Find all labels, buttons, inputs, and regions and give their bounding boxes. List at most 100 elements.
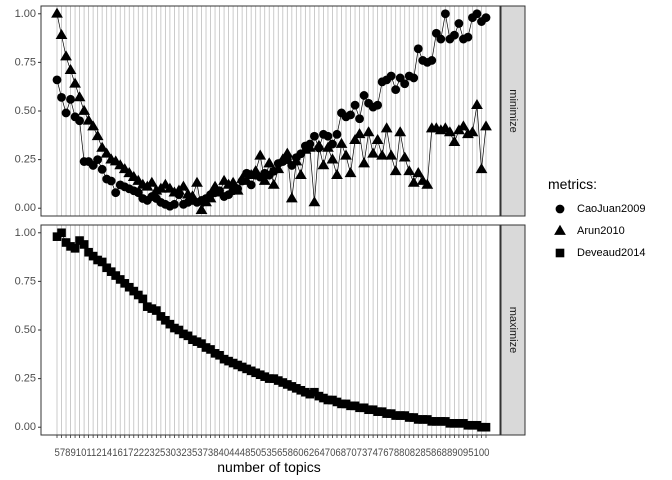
data-point	[61, 108, 71, 118]
data-point	[454, 19, 464, 28]
facet-panel-minimize: minimize	[40, 5, 526, 217]
data-point	[195, 203, 208, 215]
series-points-Deveaud2014	[52, 228, 491, 432]
data-point	[427, 417, 437, 426]
data-point	[400, 411, 410, 420]
data-point	[463, 420, 473, 430]
data-point	[471, 98, 483, 110]
data-point	[120, 279, 130, 288]
data-point	[332, 129, 342, 139]
data-point	[303, 141, 316, 152]
data-point	[389, 165, 402, 176]
data-point	[475, 163, 488, 174]
data-point	[206, 345, 215, 354]
data-point	[145, 176, 158, 187]
data-point	[323, 131, 333, 141]
y-axes: 0.00 0.25 0.50 0.75 1.00 0.00 0.25 0.50 0.75 1.00	[15, 8, 41, 433]
data-point	[359, 403, 369, 413]
data-point	[382, 409, 391, 418]
data-point	[188, 335, 197, 345]
data-point	[57, 228, 66, 238]
data-point	[267, 178, 280, 189]
data-point	[156, 312, 166, 321]
data-point	[215, 350, 224, 360]
x-tick-labels: 5789101121416172223253032353738404448505…	[55, 447, 490, 459]
data-point	[272, 163, 285, 174]
data-point	[138, 294, 148, 304]
data-point	[371, 133, 384, 145]
data-point	[283, 380, 292, 389]
data-point	[422, 415, 432, 424]
data-point	[210, 349, 220, 358]
data-point	[349, 133, 361, 145]
data-point	[57, 92, 66, 102]
data-point	[477, 422, 486, 432]
data-point	[466, 126, 479, 137]
data-point	[394, 126, 407, 137]
data-point	[472, 9, 482, 19]
data-point	[124, 282, 134, 292]
data-point	[440, 9, 450, 19]
data-point	[432, 417, 441, 426]
legend-label: CaoJuan2009	[577, 203, 646, 215]
data-point	[133, 290, 143, 300]
data-point	[287, 382, 297, 391]
data-point	[353, 128, 366, 139]
data-point	[237, 362, 247, 372]
data-point	[335, 137, 348, 148]
data-point	[313, 139, 325, 150]
data-point	[373, 407, 382, 416]
data-point	[269, 374, 279, 383]
data-point	[111, 188, 121, 198]
data-point	[418, 415, 428, 424]
data-point	[264, 374, 274, 383]
data-point	[412, 167, 425, 178]
data-point	[281, 147, 294, 158]
data-point	[174, 325, 184, 335]
legend-key-triangle	[554, 224, 566, 235]
data-point	[449, 30, 459, 40]
y-tick-label: 0.25	[15, 373, 36, 385]
data-point	[367, 147, 379, 158]
data-point	[305, 389, 315, 399]
data-point	[276, 153, 289, 164]
data-point	[368, 405, 378, 415]
y-tick-label: 0.75	[15, 275, 36, 287]
data-point	[219, 354, 229, 364]
data-point	[380, 122, 393, 133]
data-point	[413, 44, 423, 54]
data-point	[60, 50, 72, 61]
data-point	[251, 368, 260, 378]
data-point	[97, 257, 107, 267]
data-point	[322, 141, 334, 152]
x-axis: 5789101121416172223253032353738404448505…	[55, 435, 490, 475]
legend-key-circle	[555, 204, 565, 214]
y-tick-label: 0.50	[15, 105, 36, 117]
data-point	[350, 401, 360, 411]
data-point	[102, 263, 111, 273]
data-point	[403, 165, 416, 176]
data-point	[391, 85, 401, 95]
data-point	[364, 405, 373, 415]
data-point	[260, 372, 270, 381]
data-point	[204, 192, 217, 203]
data-point	[263, 157, 276, 168]
y-tick-label: 0.50	[15, 324, 36, 336]
data-point	[450, 419, 459, 428]
data-point	[481, 422, 491, 432]
data-point	[292, 384, 301, 393]
data-point	[308, 196, 321, 207]
data-point	[319, 393, 328, 403]
data-point	[310, 387, 319, 397]
data-point	[254, 149, 267, 160]
data-point	[240, 174, 253, 185]
legend: metrics: CaoJuan2009 Arun2010 Deveaud2014	[548, 176, 646, 259]
data-point	[346, 401, 355, 411]
panel-background	[41, 225, 500, 435]
data-point	[91, 130, 104, 141]
legend-label: Deveaud2014	[577, 247, 646, 259]
data-point	[106, 267, 116, 276]
data-point	[52, 75, 62, 85]
data-point	[224, 356, 233, 366]
